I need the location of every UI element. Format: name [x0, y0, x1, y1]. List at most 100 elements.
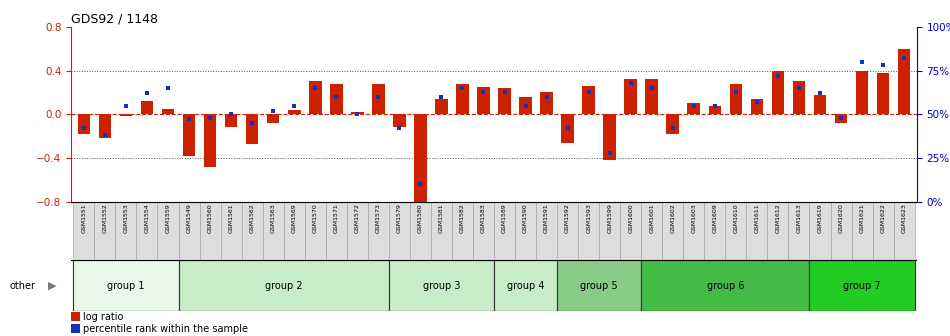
- Bar: [262, 202, 284, 260]
- Bar: [894, 202, 915, 260]
- Bar: [477, 87, 490, 114]
- Text: GSM1572: GSM1572: [354, 203, 360, 233]
- Text: GSM1591: GSM1591: [544, 203, 549, 233]
- Bar: [792, 82, 806, 114]
- Bar: [393, 114, 406, 127]
- Text: log ratio: log ratio: [83, 312, 124, 322]
- Bar: [368, 202, 389, 260]
- Bar: [830, 202, 851, 260]
- Text: GSM1551: GSM1551: [82, 203, 86, 233]
- Bar: [179, 260, 389, 311]
- Bar: [541, 92, 553, 114]
- Bar: [620, 202, 641, 260]
- Bar: [747, 202, 768, 260]
- Text: GSM1610: GSM1610: [733, 203, 738, 233]
- Text: GSM1581: GSM1581: [439, 203, 444, 233]
- Bar: [641, 260, 809, 311]
- Bar: [557, 260, 641, 311]
- Bar: [771, 71, 785, 114]
- Bar: [856, 71, 868, 114]
- Bar: [498, 88, 511, 114]
- Bar: [730, 84, 742, 114]
- Bar: [246, 114, 258, 144]
- Bar: [141, 101, 153, 114]
- Text: GSM1560: GSM1560: [207, 203, 213, 233]
- Bar: [431, 202, 452, 260]
- Bar: [599, 202, 620, 260]
- Text: GSM1622: GSM1622: [881, 203, 885, 233]
- Bar: [877, 73, 889, 114]
- Bar: [309, 82, 321, 114]
- Text: group 2: group 2: [265, 281, 302, 291]
- Bar: [414, 114, 427, 204]
- Bar: [71, 324, 80, 333]
- Text: GSM1601: GSM1601: [649, 203, 655, 233]
- Text: GSM1619: GSM1619: [818, 203, 823, 233]
- Text: GSM1583: GSM1583: [481, 203, 486, 233]
- Text: GSM1600: GSM1600: [628, 203, 634, 233]
- Bar: [561, 114, 574, 143]
- Text: group 5: group 5: [580, 281, 618, 291]
- Text: GSM1612: GSM1612: [775, 203, 781, 233]
- Bar: [220, 202, 241, 260]
- Text: other: other: [10, 281, 35, 291]
- Text: GSM1553: GSM1553: [124, 203, 128, 233]
- Bar: [182, 114, 196, 156]
- Bar: [641, 202, 662, 260]
- Bar: [137, 202, 158, 260]
- Bar: [494, 202, 515, 260]
- Bar: [179, 202, 200, 260]
- Text: GDS92 / 1148: GDS92 / 1148: [71, 13, 159, 26]
- Text: GSM1613: GSM1613: [796, 203, 802, 233]
- Bar: [579, 202, 599, 260]
- Text: GSM1549: GSM1549: [186, 203, 192, 233]
- Text: GSM1559: GSM1559: [165, 203, 170, 233]
- Bar: [326, 202, 347, 260]
- Text: GSM1589: GSM1589: [502, 203, 507, 233]
- Bar: [768, 202, 788, 260]
- Bar: [330, 84, 343, 114]
- Text: GSM1552: GSM1552: [103, 203, 107, 233]
- Bar: [582, 86, 595, 114]
- Bar: [351, 112, 364, 114]
- Bar: [688, 103, 700, 114]
- Bar: [162, 109, 174, 114]
- Bar: [241, 202, 262, 260]
- Text: GSM1571: GSM1571: [333, 203, 339, 233]
- Text: GSM1569: GSM1569: [292, 203, 296, 233]
- Bar: [851, 202, 873, 260]
- Text: percentile rank within the sample: percentile rank within the sample: [83, 324, 248, 334]
- Text: GSM1620: GSM1620: [839, 203, 844, 233]
- Bar: [788, 202, 809, 260]
- Bar: [624, 79, 637, 114]
- Bar: [515, 202, 536, 260]
- Bar: [389, 202, 409, 260]
- Text: GSM1599: GSM1599: [607, 203, 612, 233]
- Bar: [73, 202, 94, 260]
- Bar: [873, 202, 894, 260]
- Bar: [71, 312, 80, 321]
- Bar: [73, 260, 179, 311]
- Bar: [347, 202, 368, 260]
- Text: GSM1592: GSM1592: [565, 203, 570, 233]
- Text: ▶: ▶: [48, 281, 56, 291]
- Text: GSM1603: GSM1603: [692, 203, 696, 233]
- Text: group 7: group 7: [844, 281, 881, 291]
- Bar: [120, 114, 132, 117]
- Bar: [225, 114, 238, 127]
- Text: group 1: group 1: [107, 281, 144, 291]
- Bar: [704, 202, 726, 260]
- Bar: [835, 114, 847, 123]
- Bar: [494, 260, 557, 311]
- Bar: [456, 84, 468, 114]
- Text: GSM1570: GSM1570: [313, 203, 317, 233]
- Bar: [200, 202, 220, 260]
- Bar: [814, 95, 826, 114]
- Text: GSM1609: GSM1609: [712, 203, 717, 233]
- Text: GSM1590: GSM1590: [523, 203, 528, 233]
- Bar: [435, 99, 447, 114]
- Bar: [683, 202, 704, 260]
- Bar: [284, 202, 305, 260]
- Bar: [662, 202, 683, 260]
- Text: GSM1611: GSM1611: [754, 203, 759, 233]
